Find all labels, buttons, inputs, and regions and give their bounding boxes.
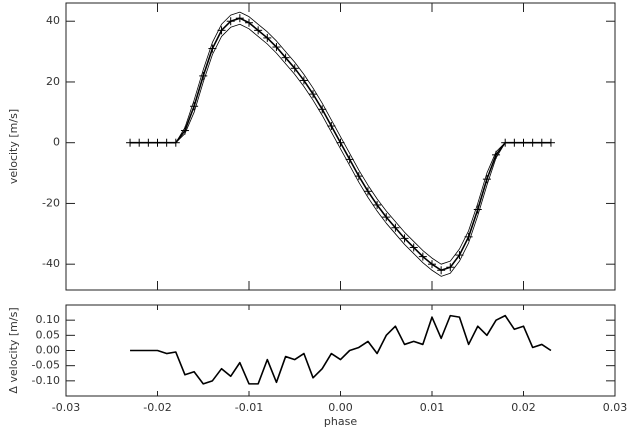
y-tick-label: 0 (53, 136, 60, 149)
x-tick-label: -0.01 (235, 401, 263, 414)
series-line (130, 314, 552, 385)
point-marker (336, 138, 345, 147)
point-marker (299, 76, 308, 85)
y-tick-label: 0.10 (36, 313, 61, 326)
y-tick-label: -20 (42, 196, 60, 209)
series-line (130, 11, 551, 265)
point-marker (254, 26, 263, 35)
x-tick-label: 0.01 (420, 401, 445, 414)
point-marker (437, 266, 446, 275)
point-marker (382, 213, 391, 222)
point-marker (318, 105, 327, 114)
y-tick-label: -40 (42, 257, 60, 270)
point-marker (290, 64, 299, 73)
point-marker (281, 53, 290, 62)
point-marker (428, 260, 436, 269)
x-tick-label: 0.03 (603, 401, 628, 414)
point-marker (354, 172, 363, 181)
x-tick-label: 0.00 (328, 401, 353, 414)
point-marker (309, 90, 318, 99)
series-line (130, 23, 551, 277)
y-tick-label: 0.00 (36, 344, 61, 357)
point-marker (235, 14, 244, 23)
point-marker (199, 71, 208, 80)
y-axis-label: Δ velocity [m/s] (7, 307, 20, 393)
point-marker (400, 234, 409, 243)
point-marker (272, 43, 281, 52)
point-marker (363, 187, 372, 196)
point-marker (327, 122, 336, 130)
point-marker (245, 18, 253, 27)
y-tick-label: -0.05 (32, 359, 60, 372)
x-axis-label: phase (324, 415, 357, 428)
point-marker (418, 252, 427, 261)
y-tick-label: 40 (46, 14, 60, 27)
y-tick-label: 20 (46, 75, 60, 88)
point-marker (446, 263, 455, 272)
y-axis-label: velocity [m/s] (7, 109, 20, 184)
point-marker (391, 223, 400, 232)
x-tick-label: -0.03 (52, 401, 80, 414)
point-marker (409, 243, 418, 252)
x-tick-label: 0.02 (511, 401, 536, 414)
point-marker (482, 175, 491, 184)
point-marker (473, 205, 482, 214)
y-tick-label: 0.05 (36, 328, 61, 341)
x-tick-label: -0.02 (143, 401, 171, 414)
point-marker (345, 155, 354, 164)
point-marker (373, 200, 382, 209)
point-marker (190, 102, 199, 111)
y-tick-label: -0.10 (32, 374, 60, 387)
point-marker (263, 33, 272, 42)
point-marker (226, 17, 235, 26)
